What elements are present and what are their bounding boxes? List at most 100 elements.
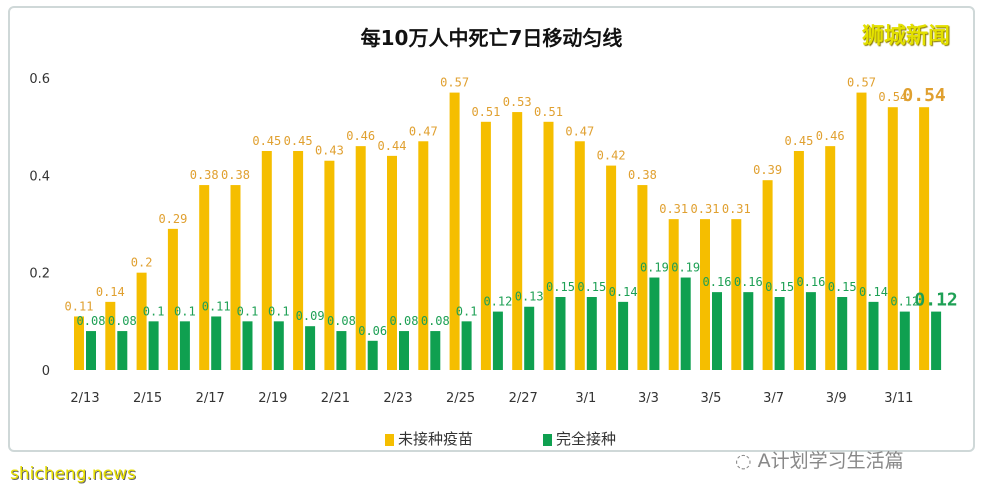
data-label: 0.15 bbox=[546, 280, 575, 294]
bar-vaccinated bbox=[868, 301, 879, 370]
x-tick-label: 3/11 bbox=[884, 391, 913, 406]
bar-vaccinated bbox=[179, 321, 190, 370]
data-label: 0.08 bbox=[421, 314, 450, 328]
bar-vaccinated bbox=[618, 301, 629, 370]
data-label: 0.29 bbox=[158, 212, 187, 226]
legend-swatch bbox=[385, 433, 394, 446]
brand-logo: 狮城新闻 bbox=[862, 24, 951, 49]
bar-vaccinated bbox=[743, 292, 754, 370]
x-tick-label: 2/19 bbox=[258, 391, 287, 406]
data-label: 0.39 bbox=[753, 163, 782, 177]
data-label: 0.15 bbox=[828, 280, 857, 294]
bar-unvaccinated bbox=[199, 185, 210, 370]
x-tick-label: 2/25 bbox=[446, 391, 475, 406]
x-tick-label: 2/15 bbox=[133, 391, 162, 406]
data-label: 0.54 bbox=[878, 90, 907, 104]
bar-vaccinated bbox=[242, 321, 253, 370]
data-label: 0.14 bbox=[96, 285, 125, 299]
data-label: 0.16 bbox=[796, 275, 825, 289]
data-label: 0.51 bbox=[471, 105, 500, 119]
bar-vaccinated bbox=[837, 297, 848, 370]
data-label: 0.53 bbox=[503, 95, 532, 109]
bar-unvaccinated bbox=[387, 155, 397, 370]
bar-vaccinated bbox=[117, 331, 128, 370]
data-label: 0.46 bbox=[816, 129, 845, 143]
bar-vaccinated bbox=[492, 311, 503, 370]
data-label: 0.1 bbox=[143, 304, 165, 318]
bar-unvaccinated bbox=[606, 165, 617, 370]
bar-vaccinated bbox=[211, 316, 222, 370]
data-label: 0.45 bbox=[252, 134, 281, 148]
data-label: 0.2 bbox=[131, 256, 153, 270]
data-label: 0.57 bbox=[440, 76, 469, 90]
y-tick-label: 0 bbox=[42, 364, 50, 379]
bar-vaccinated bbox=[899, 311, 910, 370]
bar-unvaccinated bbox=[230, 185, 241, 370]
bar-vaccinated bbox=[712, 292, 722, 370]
chart-frame bbox=[8, 6, 975, 452]
wechat-watermark: ◌ A计划学习生活篇 bbox=[735, 446, 904, 473]
data-label: 0.16 bbox=[734, 275, 763, 289]
bar-vaccinated bbox=[805, 292, 816, 370]
bar-unvaccinated bbox=[700, 219, 710, 370]
bar-unvaccinated bbox=[856, 92, 867, 370]
data-label: 0.31 bbox=[691, 202, 720, 216]
data-label: 0.38 bbox=[628, 168, 657, 182]
x-tick-label: 2/23 bbox=[383, 391, 412, 406]
bar-unvaccinated bbox=[574, 141, 585, 370]
data-label: 0.16 bbox=[703, 275, 732, 289]
bar-vaccinated bbox=[461, 321, 472, 370]
data-label: 0.19 bbox=[640, 261, 669, 275]
source-watermark: shicheng.news bbox=[10, 464, 136, 484]
bar-unvaccinated bbox=[418, 141, 429, 370]
data-label: 0.51 bbox=[534, 105, 563, 119]
data-label: 0.44 bbox=[378, 139, 407, 153]
bar-unvaccinated bbox=[324, 160, 335, 370]
bar-unvaccinated bbox=[167, 228, 178, 370]
data-label: 0.06 bbox=[358, 324, 387, 338]
x-tick-label: 3/3 bbox=[638, 391, 659, 406]
data-label: 0.15 bbox=[765, 280, 794, 294]
legend-label: 完全接种 bbox=[556, 430, 617, 448]
data-label: 0.47 bbox=[565, 124, 594, 138]
wechat-icon: ◌ bbox=[735, 450, 752, 472]
data-label: 0.45 bbox=[784, 134, 813, 148]
y-tick-label: 0.4 bbox=[29, 169, 50, 184]
data-label: 0.54 bbox=[902, 85, 946, 106]
bar-unvaccinated bbox=[825, 146, 836, 370]
bar-vaccinated bbox=[680, 277, 691, 370]
data-label: 0.45 bbox=[284, 134, 313, 148]
bar-vaccinated bbox=[148, 321, 159, 370]
bar-unvaccinated bbox=[449, 92, 460, 370]
bar-vaccinated bbox=[586, 297, 597, 370]
bar-vaccinated bbox=[430, 331, 441, 370]
data-label: 0.46 bbox=[346, 129, 375, 143]
x-tick-label: 3/5 bbox=[701, 391, 722, 406]
bar-vaccinated bbox=[86, 331, 96, 370]
data-label: 0.08 bbox=[77, 314, 106, 328]
bar-unvaccinated bbox=[668, 219, 679, 370]
data-label: 0.14 bbox=[859, 285, 888, 299]
data-label: 0.31 bbox=[722, 202, 751, 216]
data-label: 0.12 bbox=[914, 290, 957, 311]
bar-unvaccinated bbox=[480, 121, 491, 370]
bar-unvaccinated bbox=[793, 151, 804, 370]
bar-unvaccinated bbox=[293, 151, 304, 370]
data-label: 0.1 bbox=[456, 304, 478, 318]
x-tick-label: 2/21 bbox=[321, 391, 350, 406]
legend-item-vaccinated: 完全接种 bbox=[543, 428, 616, 449]
data-label: 0.11 bbox=[202, 299, 231, 313]
y-tick-label: 0.2 bbox=[29, 267, 50, 282]
bar-unvaccinated bbox=[543, 121, 554, 370]
bar-vaccinated bbox=[273, 321, 284, 370]
bar-vaccinated bbox=[399, 331, 409, 370]
data-label: 0.43 bbox=[315, 144, 344, 158]
bar-unvaccinated bbox=[136, 272, 147, 370]
bar-vaccinated bbox=[336, 331, 347, 370]
bar-unvaccinated bbox=[355, 146, 366, 370]
y-tick-label: 0.6 bbox=[29, 72, 50, 87]
x-tick-label: 2/17 bbox=[196, 391, 225, 406]
bar-vaccinated bbox=[774, 297, 785, 370]
bar-vaccinated bbox=[555, 297, 566, 370]
